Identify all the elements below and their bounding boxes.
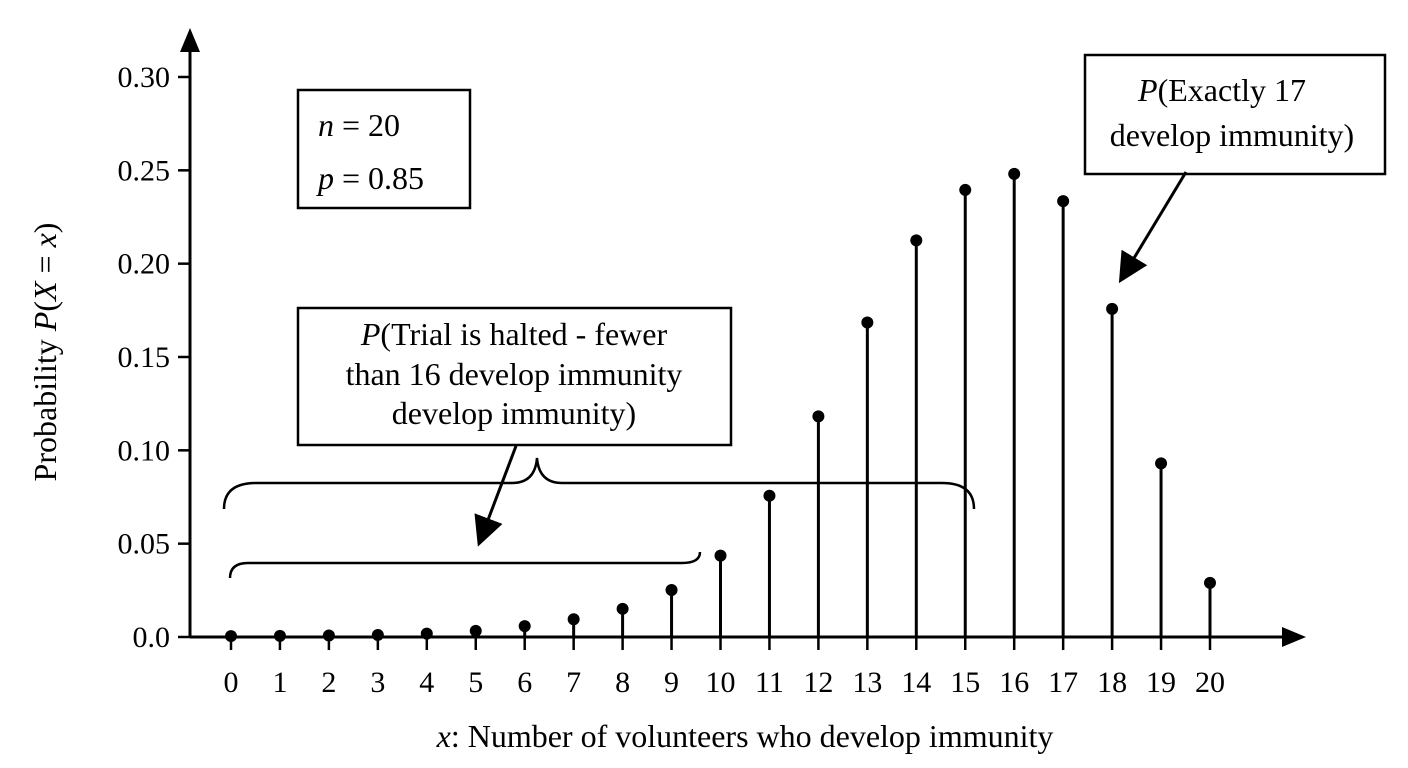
x-tick-label: 20 xyxy=(1195,666,1225,699)
x-ticks: 0 1 2 3 4 5 6 7 8 9 10 11 12 13 14 15 16 17 18 19 20 xyxy=(224,637,1225,699)
x-tick-label: 6 xyxy=(517,666,532,699)
stem-point xyxy=(959,183,972,196)
y-tick-label: 0.20 xyxy=(118,248,171,281)
y-tick-label: 0.30 xyxy=(118,61,171,94)
x-tick-label: 13 xyxy=(852,666,882,699)
annotation-exact-line1: P(Exactly 17 xyxy=(1137,72,1306,108)
y-tick-label: 0.0 xyxy=(133,621,171,654)
stem-point xyxy=(322,629,335,642)
annotation-exact-line2: develop immunity) xyxy=(1110,117,1354,153)
y-ticks: 0.0 0.05 0.10 0.15 0.20 0.25 0.30 xyxy=(118,61,190,654)
x-tick-label: 2 xyxy=(321,666,336,699)
brace-large xyxy=(222,457,976,510)
annotation-halted-line3: develop immunity) xyxy=(392,395,636,431)
x-tick-label: 8 xyxy=(615,666,630,699)
param-p: p = 0.85 xyxy=(316,160,424,196)
x-tick-label: 7 xyxy=(566,666,581,699)
x-tick-label: 9 xyxy=(664,666,679,699)
x-tick-label: 16 xyxy=(999,666,1029,699)
stem-point xyxy=(910,234,923,247)
stem-point xyxy=(1155,457,1168,470)
stem-point xyxy=(273,629,286,642)
stem-point xyxy=(763,489,776,502)
x-tick-label: 17 xyxy=(1048,666,1078,699)
y-tick-label: 0.10 xyxy=(118,434,171,467)
stem-point xyxy=(420,627,433,640)
stems xyxy=(225,167,1216,643)
stem-point xyxy=(714,549,727,562)
x-axis-arrow xyxy=(1282,627,1306,647)
y-tick-label: 0.05 xyxy=(118,528,171,561)
x-tick-label: 18 xyxy=(1097,666,1127,699)
stem-point xyxy=(812,410,825,423)
annotation-halted-line1: P(Trial is halted - fewer xyxy=(360,316,668,352)
stem-point xyxy=(371,628,384,641)
stem-point xyxy=(1057,195,1070,208)
x-tick-label: 3 xyxy=(370,666,385,699)
annotation-exact: P(Exactly 17 develop immunity) xyxy=(1083,53,1387,176)
stem-point xyxy=(518,620,531,633)
stem-point xyxy=(665,583,678,596)
annotation-halted: P(Trial is halted - fewer than 16 develo… xyxy=(296,306,733,447)
x-tick-label: 1 xyxy=(272,666,287,699)
stem-point xyxy=(616,602,629,615)
arrow-halted xyxy=(474,445,518,547)
x-tick-label: 15 xyxy=(950,666,980,699)
arrow-exact xyxy=(1118,171,1188,284)
x-tick-label: 4 xyxy=(419,666,434,699)
y-tick-label: 0.25 xyxy=(118,154,171,187)
x-tick-label: 5 xyxy=(468,666,483,699)
x-tick-label: 12 xyxy=(803,666,833,699)
x-tick-label: 14 xyxy=(901,666,931,699)
stem-point xyxy=(1008,167,1021,180)
x-tick-label: 10 xyxy=(706,666,736,699)
y-tick-label: 0.15 xyxy=(118,341,171,374)
params-box: n = 20 p = 0.85 xyxy=(296,88,472,210)
x-axis-label: x: Number of volunteers who develop immu… xyxy=(436,718,1054,754)
annotation-halted-line2: than 16 develop immunity xyxy=(346,356,683,392)
y-axis-label: Probability P(X = x) xyxy=(27,223,63,482)
stem-point xyxy=(225,630,237,643)
x-tick-label: 0 xyxy=(224,666,239,699)
y-axis-arrow xyxy=(180,28,200,52)
x-tick-label: 11 xyxy=(755,666,784,699)
stem-point xyxy=(861,316,874,329)
stem-point xyxy=(1106,302,1119,315)
stem-point xyxy=(1204,576,1216,589)
x-tick-label: 19 xyxy=(1146,666,1176,699)
stem-point xyxy=(469,624,482,637)
stem-point xyxy=(567,613,580,626)
brace-small xyxy=(228,551,702,579)
param-n: n = 20 xyxy=(318,107,400,143)
